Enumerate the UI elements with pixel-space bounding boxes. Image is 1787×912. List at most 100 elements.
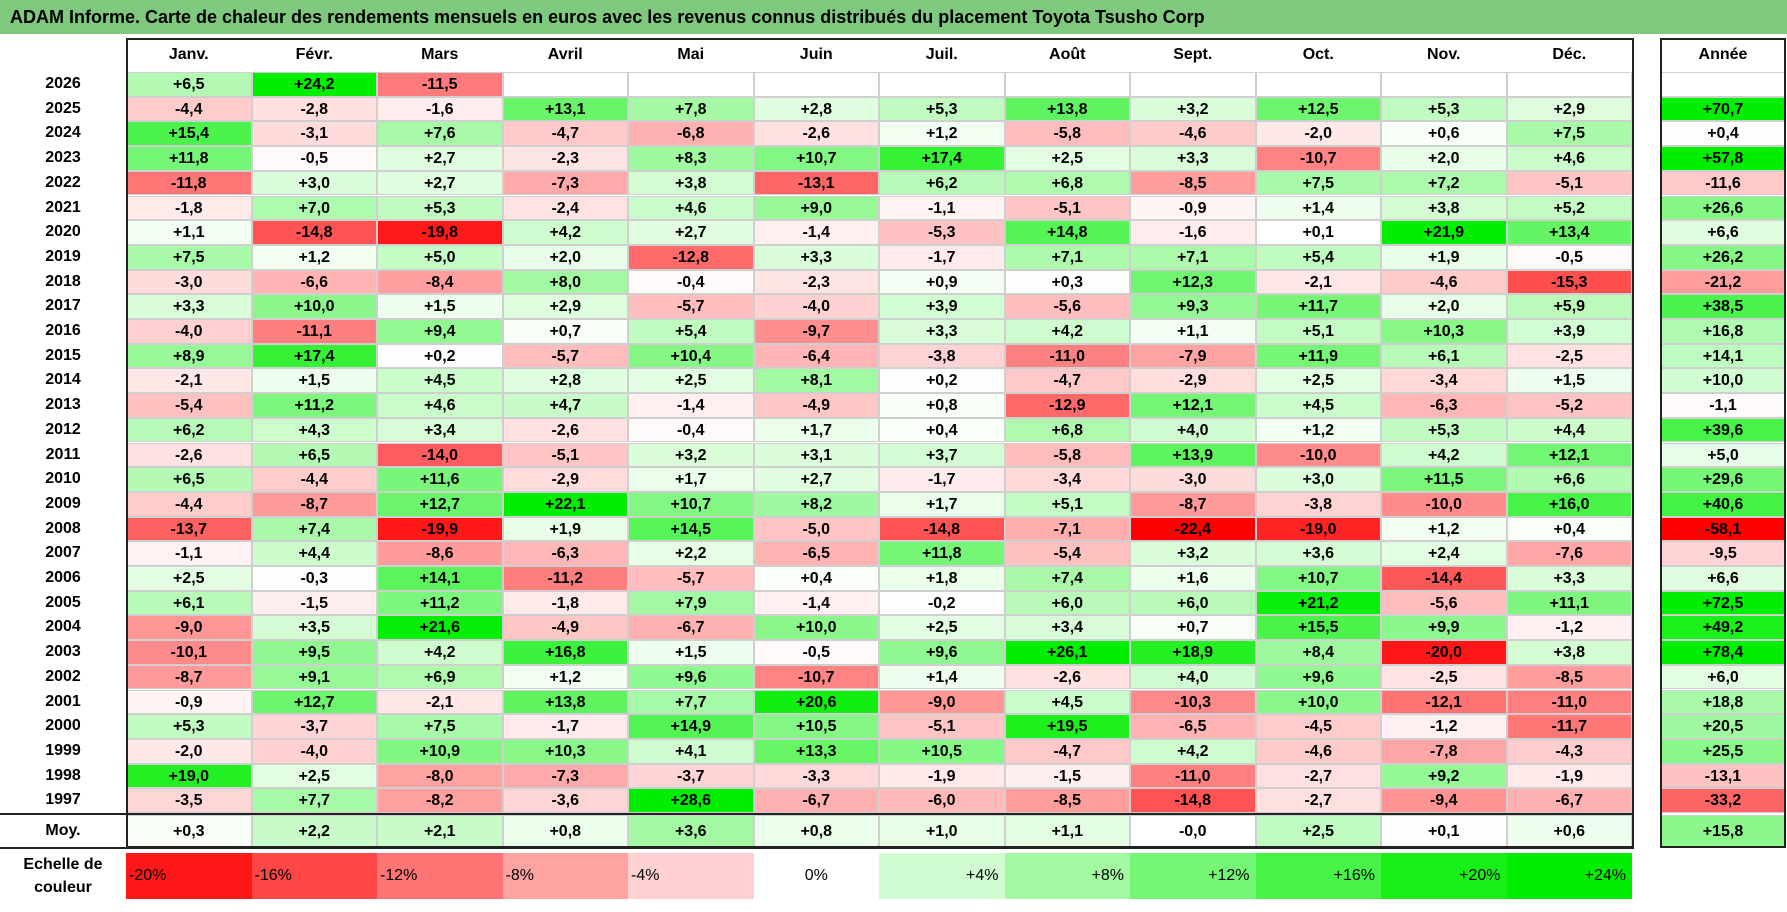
- heatmap-cell: -9,4: [1381, 788, 1507, 813]
- heatmap-cell: -11,0: [1004, 343, 1130, 369]
- heatmap-cell: +9,1: [251, 664, 377, 690]
- heatmap-cell: +6,5: [126, 467, 252, 492]
- heatmap-cell: -13,1: [753, 170, 879, 196]
- heatmap-cell: +4,0: [1130, 664, 1256, 690]
- heatmap-cell: -2,6: [126, 442, 252, 468]
- heatmap-cell: -11,2: [502, 566, 628, 591]
- heatmap-cell: +1,8: [879, 566, 1005, 591]
- heatmap-cell: +12,1: [1506, 442, 1632, 468]
- heatmap-cell: +3,4: [1004, 615, 1130, 641]
- heatmap-cell: +5,3: [1381, 96, 1507, 122]
- heatmap-cell: -5,8: [1004, 121, 1130, 147]
- heatmap-cell: +6,8: [1004, 417, 1130, 443]
- heatmap-cell: +10,7: [753, 146, 879, 171]
- heatmap-cell: +1,9: [502, 516, 628, 542]
- year-label: 2005: [0, 590, 126, 616]
- heatmap-cell: +13,8: [1004, 96, 1130, 122]
- average-cell: -0,0: [1130, 815, 1256, 847]
- year-label: 2007: [0, 541, 126, 566]
- year-label: 2006: [0, 566, 126, 591]
- heatmap-cell: -5,7: [628, 566, 754, 591]
- heatmap-cell: -4,6: [1130, 121, 1256, 147]
- heatmap-cell: +5,3: [377, 195, 503, 221]
- heatmap-cell: +3,3: [879, 319, 1005, 344]
- month-header: Août: [1004, 38, 1130, 72]
- heatmap-cell: -7,1: [1004, 516, 1130, 542]
- heatmap-cell: +4,6: [628, 195, 754, 221]
- heatmap-cell: -6,3: [502, 541, 628, 566]
- heatmap-cell: +17,4: [251, 343, 377, 369]
- heatmap-cell: -4,7: [1004, 368, 1130, 394]
- heatmap-cell: +4,2: [502, 220, 628, 245]
- heatmap-cell: [1255, 72, 1381, 97]
- heatmap-cell: +14,8: [1004, 220, 1130, 245]
- annual-cell: +10,0: [1660, 368, 1786, 394]
- average-cell: +1,1: [1004, 815, 1130, 847]
- heatmap-cell: +11,2: [251, 393, 377, 418]
- heatmap-cell: +0,4: [1506, 516, 1632, 542]
- heatmap-cell: -2,6: [1004, 664, 1130, 690]
- annual-cell: +38,5: [1660, 294, 1786, 319]
- heatmap-cell: +2,5: [1004, 146, 1130, 171]
- average-cell: +1,0: [879, 815, 1005, 847]
- heatmap-cell: +5,3: [126, 714, 252, 739]
- heatmap-cell: -2,3: [502, 146, 628, 171]
- heatmap-cell: +8,3: [628, 146, 754, 171]
- heatmap-cell: -11,1: [251, 319, 377, 344]
- heatmap-cell: +11,5: [1381, 467, 1507, 492]
- heatmap-cell: -12,9: [1004, 393, 1130, 418]
- heatmap-cell: -5,8: [1004, 442, 1130, 468]
- heatmap-cell: -3,8: [879, 343, 1005, 369]
- annual-cell: +20,5: [1660, 714, 1786, 739]
- year-label: 2012: [0, 417, 126, 443]
- heatmap-cell: +3,5: [251, 615, 377, 641]
- heatmap-cell: -1,9: [879, 763, 1005, 789]
- heatmap-cell: +12,7: [251, 689, 377, 715]
- heatmap-cell: -3,6: [502, 788, 628, 813]
- heatmap-cell: -4,0: [251, 738, 377, 764]
- heatmap-cell: +1,2: [879, 121, 1005, 147]
- heatmap-cell: -2,4: [502, 195, 628, 221]
- heatmap-cell: [1130, 72, 1256, 97]
- heatmap-cell: -7,3: [502, 170, 628, 196]
- heatmap-cell: -10,7: [753, 664, 879, 690]
- heatmap-cell: +1,2: [251, 244, 377, 270]
- heatmap-cell: +10,3: [502, 738, 628, 764]
- heatmap-cell: -12,8: [628, 244, 754, 270]
- heatmap-cell: -0,2: [879, 590, 1005, 616]
- year-label: 2013: [0, 393, 126, 418]
- year-label: 2018: [0, 269, 126, 295]
- heatmap-cell: -0,3: [251, 566, 377, 591]
- heatmap-cell: +9,5: [251, 640, 377, 665]
- heatmap-cell: +10,7: [628, 491, 754, 517]
- heatmap-cell: -0,4: [628, 269, 754, 295]
- annual-cell: +18,8: [1660, 689, 1786, 715]
- heatmap-cell: +10,0: [251, 294, 377, 319]
- heatmap-cell: -2,1: [1255, 269, 1381, 295]
- heatmap-cell: -12,1: [1381, 689, 1507, 715]
- heatmap-cell: -2,7: [1255, 763, 1381, 789]
- heatmap-cell: -3,7: [628, 763, 754, 789]
- heatmap-cell: -10,0: [1255, 442, 1381, 468]
- year-label: 1998: [0, 763, 126, 789]
- heatmap-cell: -4,5: [1255, 714, 1381, 739]
- heatmap-cell: -8,2: [377, 788, 503, 813]
- average-cell: +0,8: [502, 815, 628, 847]
- heatmap-cell: -10,3: [1130, 689, 1256, 715]
- heatmap-cell: -6,5: [753, 541, 879, 566]
- heatmap-cell: +28,6: [628, 788, 754, 813]
- heatmap-cell: -4,3: [1506, 738, 1632, 764]
- heatmap-cell: +6,1: [126, 590, 252, 616]
- month-header: Janv.: [126, 38, 252, 72]
- heatmap-cell: -5,7: [628, 294, 754, 319]
- heatmap-cell: +0,6: [1381, 121, 1507, 147]
- heatmap-cell: -0,9: [126, 689, 252, 715]
- heatmap-cell: +7,6: [377, 121, 503, 147]
- heatmap-cell: +2,4: [1381, 541, 1507, 566]
- heatmap-cell: +8,0: [502, 269, 628, 295]
- annual-cell: [1660, 72, 1786, 97]
- heatmap-cell: +4,5: [377, 368, 503, 394]
- heatmap-cell: +4,4: [1506, 417, 1632, 443]
- heatmap-cell: -11,5: [377, 72, 503, 97]
- heatmap-cell: +16,8: [502, 640, 628, 665]
